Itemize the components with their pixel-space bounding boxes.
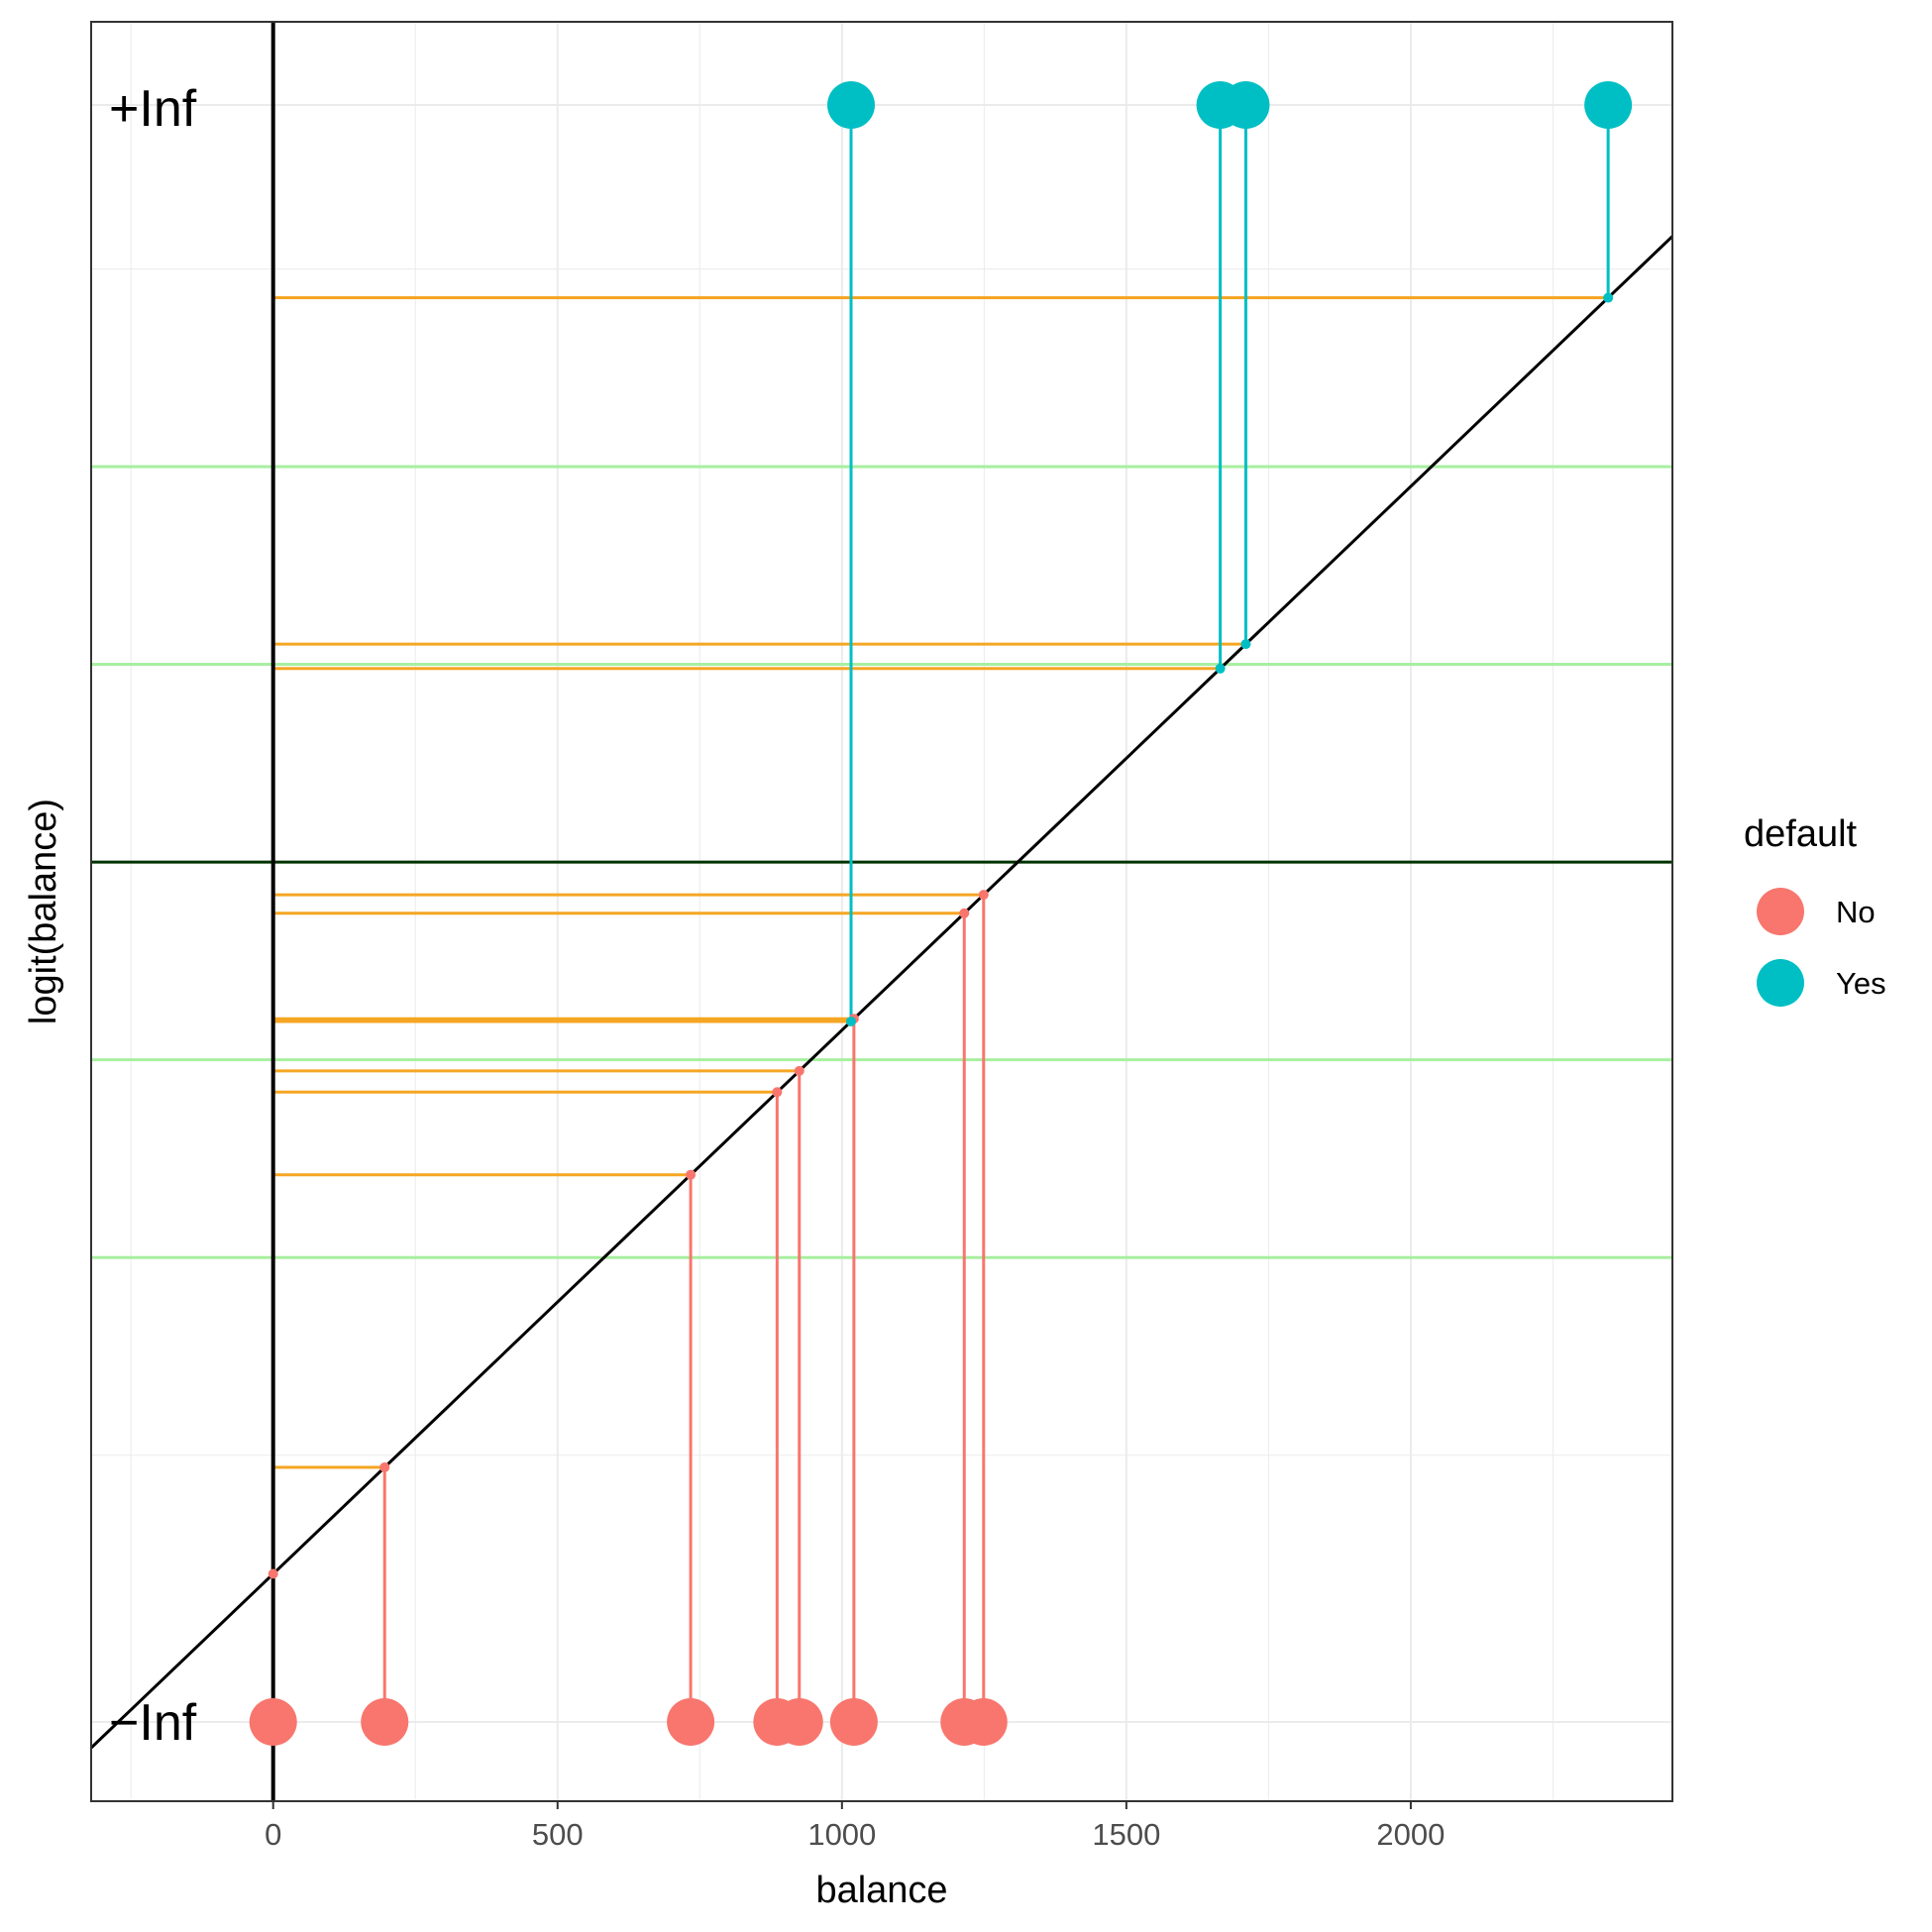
inf-points <box>249 81 1633 1746</box>
point-no <box>667 1698 715 1746</box>
fit-points <box>268 292 1614 1579</box>
point-no <box>775 1698 823 1746</box>
inf-bottom-label: −Inf <box>109 1694 197 1752</box>
green-guide-lines <box>91 465 1672 1259</box>
projection-lines <box>272 296 1609 1469</box>
fit-point <box>268 1568 278 1579</box>
legend-label-no: No <box>1836 895 1876 929</box>
fit-point <box>978 890 989 901</box>
inf-top-label: +Inf <box>109 80 197 138</box>
grid-lines <box>91 22 1672 1801</box>
fit-point <box>1240 639 1251 650</box>
fit-point <box>1603 292 1614 303</box>
point-no <box>959 1698 1008 1746</box>
stem-lines <box>271 105 1610 1722</box>
point-no <box>361 1698 409 1746</box>
point-yes <box>1222 81 1270 129</box>
fit-point <box>1215 663 1226 674</box>
x-axis-title: balance <box>815 1870 947 1911</box>
plot-panel <box>91 22 1672 1801</box>
point-yes <box>1584 81 1633 129</box>
x-tick-label: 0 <box>265 1817 281 1852</box>
legend-title: default <box>1744 813 1858 855</box>
logit-fit-line <box>89 235 1674 1750</box>
fit-point <box>686 1169 697 1180</box>
x-axis-ticks: 0 500 1000 1500 2000 <box>265 1801 1445 1852</box>
legend-key-yes <box>1757 959 1804 1007</box>
fit-point <box>794 1065 805 1076</box>
point-yes <box>826 81 875 129</box>
plot-border <box>90 21 1673 1802</box>
x-tick-label: 2000 <box>1376 1817 1445 1852</box>
x-tick-label: 1000 <box>807 1817 876 1852</box>
fit-point <box>959 908 970 918</box>
fit-point <box>379 1461 390 1472</box>
fit-point <box>772 1087 783 1098</box>
fit-line <box>89 235 1674 1750</box>
fit-point <box>845 1016 856 1026</box>
point-no <box>829 1698 878 1746</box>
y-axis-title: logit(balance) <box>23 799 64 1024</box>
legend-label-yes: Yes <box>1836 966 1886 1001</box>
legend: default No Yes <box>1744 813 1886 1007</box>
point-no <box>249 1698 297 1746</box>
x-tick-label: 500 <box>532 1817 584 1852</box>
x-tick-label: 1500 <box>1092 1817 1160 1852</box>
legend-key-no <box>1757 888 1804 935</box>
